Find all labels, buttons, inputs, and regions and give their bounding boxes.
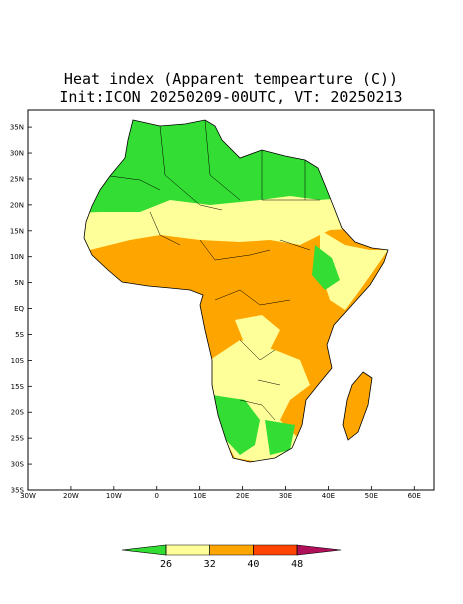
lon-tick-label: 40E [322, 492, 335, 500]
colorbar-label: 32 [204, 559, 216, 570]
lon-tick-label: 30E [279, 492, 292, 500]
lat-tick-label: 20S [11, 409, 25, 417]
colorbar: 26 32 40 48 [121, 544, 342, 570]
lat-tick-label: 5N [14, 279, 24, 287]
lat-tick-label: 15N [10, 227, 24, 235]
lat-tick-label: 20N [10, 201, 24, 209]
lat-tick-label: 30S [11, 461, 25, 469]
lon-tick-label: 30W [20, 492, 36, 500]
lon-tick-label: 10E [193, 492, 206, 500]
colorbar-segment [209, 544, 254, 556]
heat-field [84, 120, 388, 462]
lat-tick-label: 25N [10, 175, 24, 183]
lat-tick-label: 35S [11, 487, 25, 495]
lat-tick-label: 35N [10, 124, 24, 132]
colorbar-label: 40 [247, 559, 259, 570]
lat-tick-label: 25S [11, 435, 25, 443]
lat-tick-label: 10S [11, 357, 25, 365]
lon-tick-label: 20E [236, 492, 249, 500]
lat-tick-label: 10N [10, 253, 24, 261]
map-frame [27, 109, 435, 491]
lon-tick-label: 0 [155, 492, 159, 500]
lat-tick-label: 15S [11, 383, 25, 391]
lat-tick-label: 5S [15, 331, 24, 339]
colorbar-segment [165, 544, 210, 556]
subtitle: Init:ICON 20250209-00UTC, VT: 20250213 [59, 88, 402, 106]
borders [109, 119, 320, 421]
madagascar [342, 371, 373, 441]
lon-tick-label: 50E [365, 492, 378, 500]
lat-tick-label: EQ [14, 305, 24, 313]
colorbar-label: 26 [160, 559, 172, 570]
lon-tick-label: 10W [106, 492, 122, 500]
colorbar-label: 48 [291, 559, 303, 570]
lon-tick-label: 20W [63, 492, 79, 500]
title: Heat index (Apparent tempearture (C)) [64, 70, 398, 88]
colorbar-segment [296, 544, 342, 556]
lon-tick-label: 60E [408, 492, 421, 500]
colorbar-segment [121, 544, 167, 556]
colorbar-segment [253, 544, 298, 556]
lat-tick-label: 30N [10, 150, 24, 158]
axis-ticks: 35N 30N 25N 20N 15N 10N 5N EQ 5S 10S 15S 20S 25S 30S 3… [10, 124, 421, 500]
